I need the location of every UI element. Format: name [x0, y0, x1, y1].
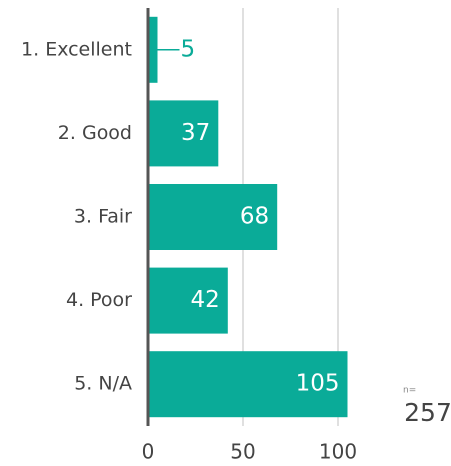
n-value: 257 — [404, 398, 451, 427]
x-tick-label: 50 — [230, 440, 255, 464]
data-label: 68 — [240, 204, 269, 230]
bar — [148, 100, 219, 167]
y-tick-label: 5. N/A — [74, 373, 132, 395]
x-tick-label: 100 — [319, 440, 357, 464]
bar — [148, 351, 348, 418]
y-tick-label: 2. Good — [58, 122, 132, 144]
bar — [148, 184, 278, 250]
y-tick-label: 3. Fair — [74, 206, 132, 228]
x-tick-label: 0 — [142, 440, 155, 464]
data-label: 5 — [181, 36, 196, 62]
data-label: 37 — [181, 120, 210, 146]
bar — [148, 16, 158, 83]
bar — [148, 267, 228, 334]
data-label: 105 — [296, 371, 340, 397]
y-tick-label: 4. Poor — [66, 289, 132, 311]
y-tick-label: 1. Excellent — [21, 38, 132, 60]
n-label: n= — [403, 386, 416, 396]
data-label: 42 — [191, 287, 220, 313]
